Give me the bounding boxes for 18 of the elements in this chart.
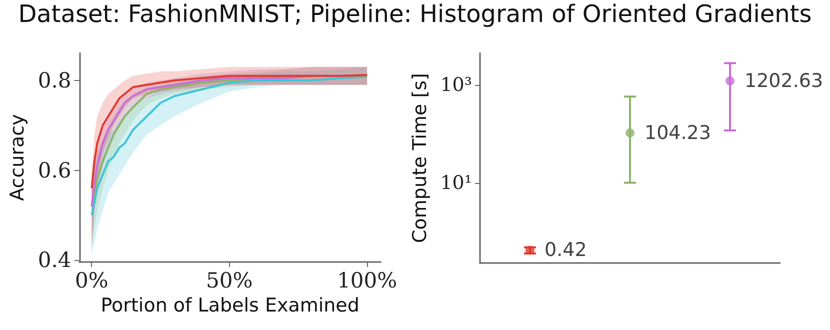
y-axis-title: Accuracy bbox=[6, 114, 28, 201]
y-tick-label: 0.8 bbox=[38, 68, 72, 92]
data-label: 104.23 bbox=[644, 122, 711, 144]
chart-title: Dataset: FashionMNIST; Pipeline: Histogram of Oriented Gradients bbox=[17, 0, 813, 30]
x-tick-label: 100% bbox=[337, 268, 398, 292]
y-tick-label: 0.6 bbox=[38, 158, 72, 182]
y-tick-label: 0.4 bbox=[38, 248, 72, 272]
x-tick-label: 50% bbox=[206, 268, 253, 292]
y-tick-label: 10¹ bbox=[440, 172, 472, 194]
x-axis-title: Portion of Labels Examined bbox=[100, 294, 360, 316]
point bbox=[726, 76, 734, 86]
x-tick-label: 0% bbox=[75, 268, 108, 292]
y-tick-label: 10³ bbox=[440, 74, 472, 96]
point bbox=[526, 246, 534, 255]
data-label: 1202.63 bbox=[744, 70, 824, 92]
point bbox=[626, 128, 634, 138]
data-label: 0.42 bbox=[544, 239, 587, 262]
y-axis-title: Compute Time [s] bbox=[408, 73, 431, 243]
